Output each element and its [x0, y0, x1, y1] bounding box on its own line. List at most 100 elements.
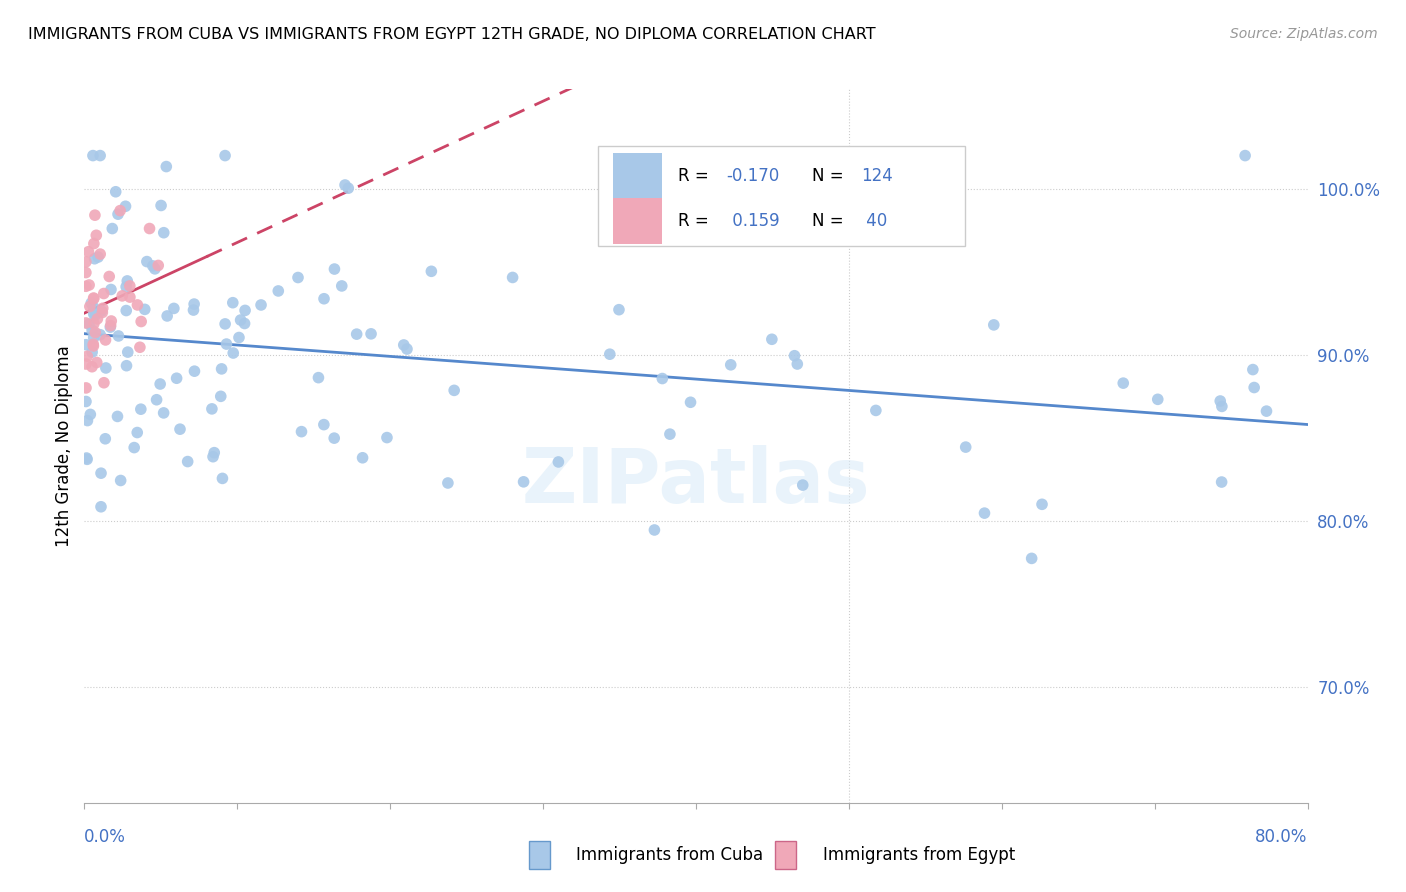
- Point: [1021, 551, 1043, 566]
- Point: [152, 406, 174, 420]
- Point: [84, 208, 107, 222]
- Point: [108, 203, 131, 218]
- Text: 80.0%: 80.0%: [1256, 828, 1308, 846]
- Point: [90, 500, 112, 514]
- Point: [145, 392, 167, 407]
- Point: [761, 332, 783, 346]
- Point: [202, 450, 225, 464]
- Point: [118, 278, 141, 293]
- Point: [607, 302, 630, 317]
- Point: [127, 425, 149, 440]
- Point: [122, 441, 145, 455]
- Point: [983, 318, 1005, 332]
- Text: N =: N =: [813, 168, 849, 186]
- Point: [107, 329, 129, 343]
- Point: [955, 440, 977, 454]
- Point: [80, 296, 103, 310]
- Point: [323, 431, 346, 445]
- Point: [222, 346, 245, 360]
- Point: [135, 254, 157, 268]
- Point: [333, 178, 356, 192]
- Point: [169, 422, 191, 436]
- Point: [346, 327, 368, 342]
- Point: [312, 417, 335, 432]
- Point: [94, 432, 117, 446]
- Text: N =: N =: [813, 212, 849, 230]
- Point: [307, 370, 329, 384]
- Point: [75, 255, 97, 269]
- Point: [75, 357, 97, 371]
- Point: [267, 284, 290, 298]
- Point: [337, 181, 360, 195]
- Point: [89, 247, 111, 261]
- Point: [129, 314, 152, 328]
- Point: [117, 274, 139, 288]
- Point: [76, 414, 98, 428]
- Point: [86, 355, 108, 369]
- Point: [94, 333, 117, 347]
- Point: [83, 291, 105, 305]
- Point: [101, 221, 124, 235]
- Point: [1112, 376, 1135, 391]
- Point: [76, 349, 98, 363]
- Point: [77, 317, 100, 331]
- Point: [1209, 394, 1232, 409]
- Point: [865, 403, 887, 417]
- Point: [312, 292, 335, 306]
- Point: [360, 326, 382, 341]
- Point: [100, 314, 122, 328]
- Bar: [598, 146, 965, 246]
- Point: [83, 331, 105, 345]
- Point: [792, 478, 814, 492]
- Text: Source: ZipAtlas.com: Source: ZipAtlas.com: [1230, 27, 1378, 41]
- Point: [651, 371, 673, 385]
- Point: [100, 283, 122, 297]
- Point: [76, 452, 98, 467]
- Text: R =: R =: [678, 212, 714, 230]
- Point: [83, 317, 105, 331]
- Point: [75, 394, 97, 409]
- Text: Immigrants from Cuba: Immigrants from Cuba: [576, 846, 763, 863]
- Point: [1241, 362, 1264, 376]
- Point: [1146, 392, 1168, 407]
- Text: -0.170: -0.170: [727, 168, 780, 186]
- Point: [142, 259, 165, 273]
- Point: [287, 270, 309, 285]
- Point: [228, 330, 250, 344]
- Point: [77, 244, 100, 259]
- Point: [290, 425, 312, 439]
- Point: [76, 450, 98, 465]
- Point: [107, 409, 129, 424]
- Point: [98, 269, 121, 284]
- Point: [115, 359, 138, 373]
- Point: [82, 345, 104, 359]
- Point: [79, 408, 101, 422]
- Point: [90, 304, 112, 318]
- Point: [443, 384, 465, 398]
- Point: [1031, 497, 1053, 511]
- Point: [134, 302, 156, 317]
- Point: [229, 313, 252, 327]
- Point: [512, 475, 534, 489]
- Point: [82, 148, 104, 162]
- Text: Immigrants from Egypt: Immigrants from Egypt: [823, 846, 1015, 863]
- Point: [323, 262, 346, 277]
- Point: [91, 301, 114, 316]
- Point: [82, 339, 104, 353]
- Point: [437, 475, 460, 490]
- Point: [115, 279, 138, 293]
- Text: ZIPatlas: ZIPatlas: [522, 445, 870, 518]
- Text: 0.0%: 0.0%: [84, 828, 127, 846]
- Point: [392, 338, 415, 352]
- Text: 124: 124: [860, 168, 893, 186]
- Point: [502, 270, 524, 285]
- Point: [143, 261, 166, 276]
- Point: [1211, 400, 1233, 414]
- Point: [82, 337, 104, 351]
- Point: [222, 295, 245, 310]
- Bar: [613, 153, 662, 200]
- Point: [152, 226, 174, 240]
- Point: [720, 358, 742, 372]
- Point: [1243, 380, 1265, 394]
- Point: [98, 320, 121, 334]
